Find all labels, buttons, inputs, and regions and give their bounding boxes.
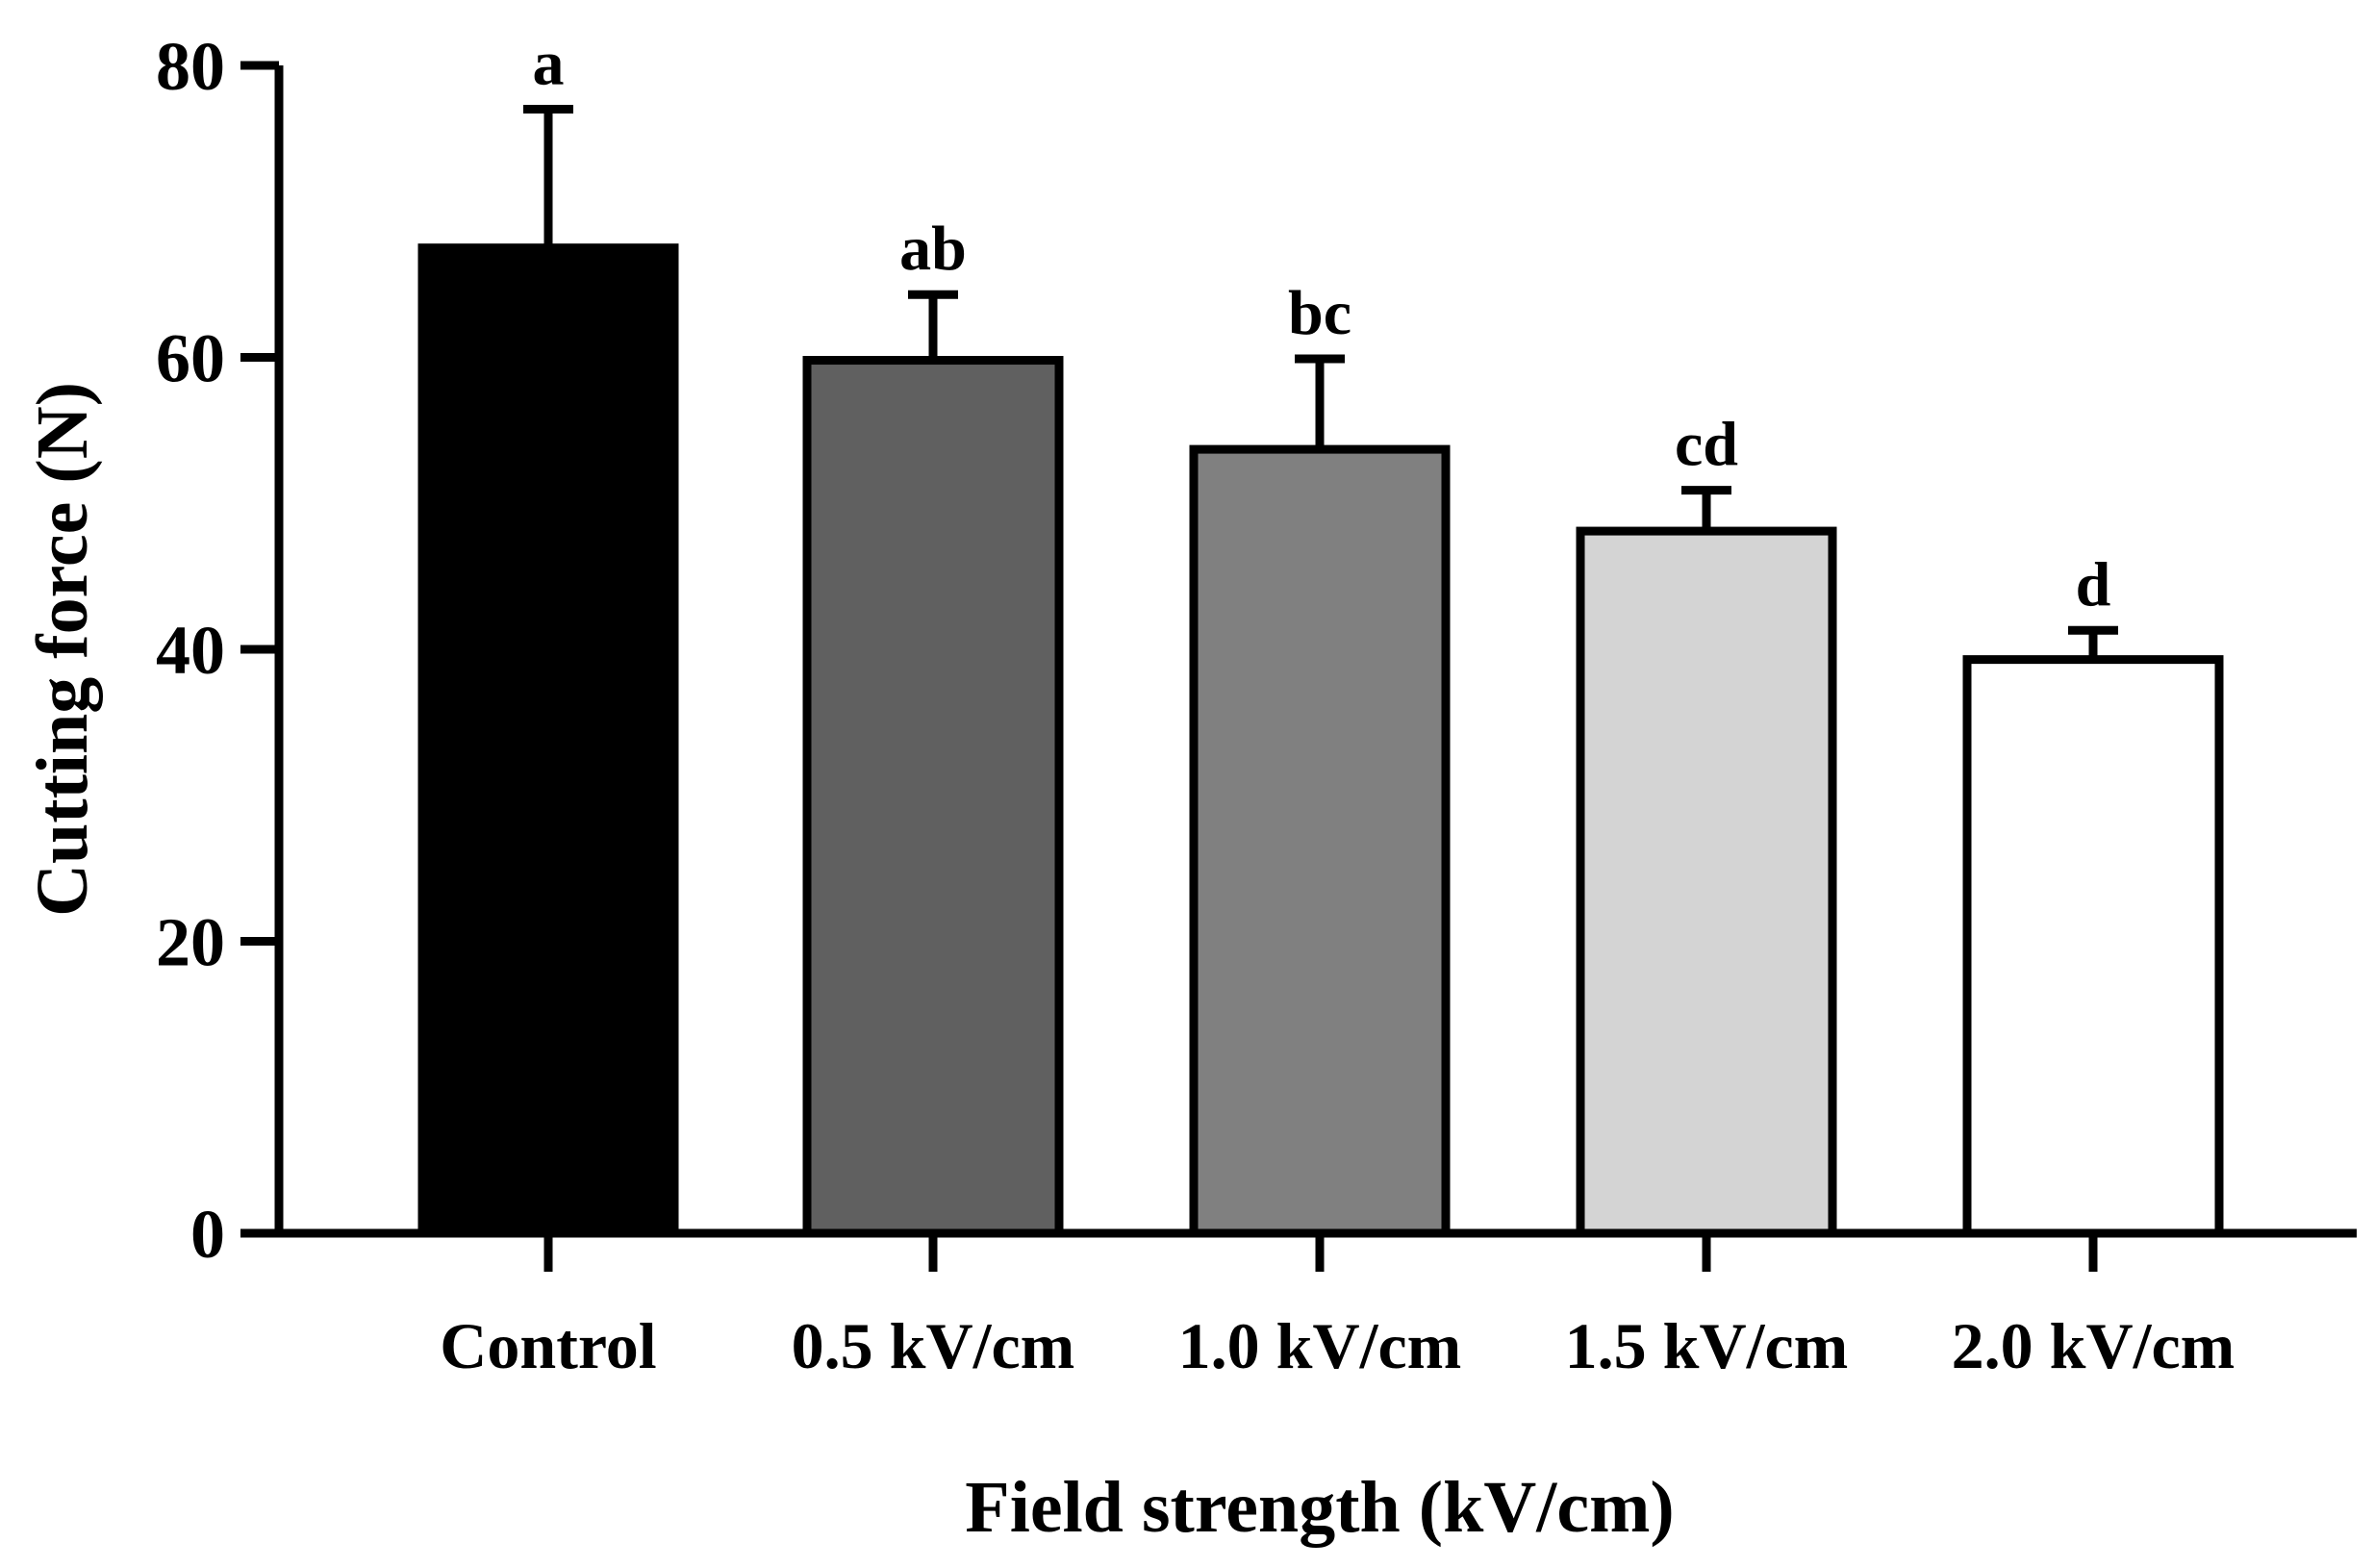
y-tick-label: 0 (190, 1196, 225, 1273)
y-ticks-layer: 0 20 40 60 80 (156, 28, 279, 1273)
x-tick-label: 1.0 kV/cm (1178, 1309, 1462, 1382)
bar (1189, 444, 1451, 1238)
x-tick-label: 1.5 kV/cm (1565, 1309, 1849, 1382)
x-ticks-layer: Control 0.5 kV/cm 1.0 kV/cm 1.5 kV/cm 2.0 kV… (440, 1233, 2235, 1382)
error-bars-layer (523, 105, 2118, 660)
bar (1962, 655, 2224, 1238)
y-tick-label: 40 (156, 612, 225, 689)
y-axis-title: Cutting force (N) (22, 382, 103, 917)
significance-label: bc (1288, 278, 1351, 348)
x-tick-label: Control (440, 1309, 656, 1382)
bar (417, 243, 679, 1238)
bar (1576, 526, 1837, 1238)
x-axis-title: Field strength (kV/cm) (965, 1467, 1674, 1548)
y-tick-label: 20 (156, 904, 225, 981)
x-tick-label: 0.5 kV/cm (792, 1309, 1075, 1382)
significance-label: ab (899, 214, 967, 284)
x-tick-label: 2.0 kV/cm (1952, 1309, 2235, 1382)
significance-label: a (533, 29, 565, 99)
y-tick-label: 80 (156, 28, 225, 105)
significance-labels-layer: a ab bc cd d (533, 29, 2111, 620)
significance-label: cd (1675, 410, 1738, 480)
significance-label: d (2076, 549, 2111, 620)
y-tick-label: 60 (156, 320, 225, 397)
bar (802, 356, 1064, 1238)
